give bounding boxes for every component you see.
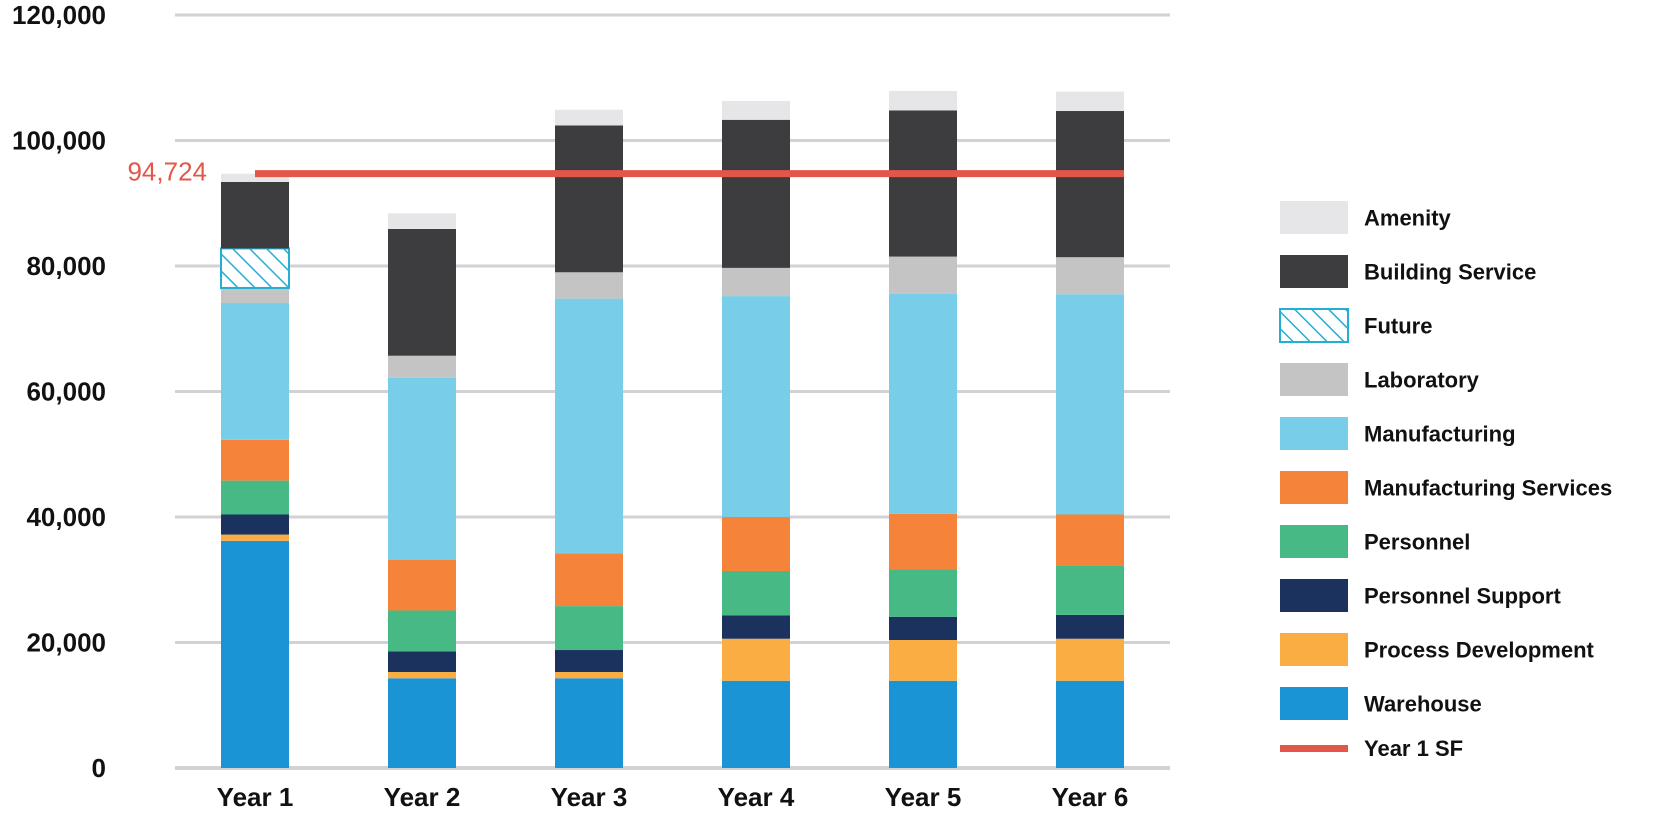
x-tick-label: Year 5: [885, 782, 962, 812]
bar-amenity-year-2: [388, 213, 456, 229]
bar-laboratory-year-3: [555, 272, 623, 299]
bar-manufacturing-services-year-4: [722, 517, 790, 571]
legend-label-future: Future: [1364, 314, 1432, 339]
bar-process-development-year-6: [1056, 638, 1124, 681]
bar-warehouse-year-1: [221, 540, 289, 768]
legend-swatch-process-development: [1280, 633, 1348, 666]
bar-manufacturing-services-year-1: [221, 439, 289, 481]
bar-personnel-year-5: [889, 569, 957, 617]
legend-label-warehouse: Warehouse: [1364, 692, 1482, 717]
bar-building-service-year-3: [555, 125, 623, 273]
legend-swatch-amenity: [1280, 201, 1348, 234]
gridlines: [175, 13, 1170, 770]
bar-personnel-year-1: [221, 480, 289, 515]
legend-label-personnel-support: Personnel Support: [1364, 584, 1561, 609]
bar-warehouse-year-2: [388, 678, 456, 768]
bar-warehouse-year-6: [1056, 680, 1124, 768]
legend-swatch-future: [1279, 308, 1349, 343]
legend-label-process-development: Process Development: [1364, 638, 1595, 663]
bar-manufacturing-services-year-2: [388, 559, 456, 611]
y-tick-label: 0: [92, 753, 106, 783]
bar-amenity-year-5: [889, 90, 957, 111]
bar-personnel-year-3: [555, 606, 623, 651]
legend-label-manufacturing-services: Manufacturing Services: [1364, 476, 1612, 501]
bar-process-development-year-4: [722, 638, 790, 681]
legend-label-laboratory: Laboratory: [1364, 368, 1480, 393]
bar-personnel-year-6: [1056, 565, 1124, 615]
bar-amenity-year-4: [722, 100, 790, 120]
legend-swatch-personnel-support: [1280, 579, 1348, 612]
y-tick-label: 60,000: [26, 377, 106, 407]
bar-laboratory-year-2: [388, 355, 456, 378]
y-tick-label: 120,000: [12, 0, 106, 30]
bar-amenity-year-3: [555, 109, 623, 126]
bars: [220, 90, 1124, 768]
x-tick-label: Year 4: [718, 782, 795, 812]
bar-laboratory-year-4: [722, 267, 790, 297]
bar-personnel-support-year-5: [889, 616, 957, 640]
bar-process-development-year-5: [889, 639, 957, 681]
bar-manufacturing-year-5: [889, 293, 957, 514]
bar-building-service-year-4: [722, 119, 790, 268]
y-tick-label: 20,000: [26, 628, 106, 658]
x-tick-label: Year 6: [1052, 782, 1129, 812]
legend-swatch-building-service: [1280, 255, 1348, 288]
bar-manufacturing-year-3: [555, 298, 623, 554]
x-tick-label: Year 2: [384, 782, 461, 812]
legend-swatch-personnel: [1280, 525, 1348, 558]
x-axis: Year 1 Year 2 Year 3 Year 4 Year 5 Year 6: [217, 782, 1129, 812]
bar-amenity-year-6: [1056, 91, 1124, 112]
legend-swatch-manufacturing: [1280, 417, 1348, 450]
bar-personnel-support-year-3: [555, 650, 623, 672]
bar-process-development-year-1: [221, 534, 289, 541]
bar-warehouse-year-3: [555, 678, 623, 768]
bar-manufacturing-services-year-3: [555, 553, 623, 607]
legend-label-manufacturing: Manufacturing: [1364, 422, 1516, 447]
bar-manufacturing-year-6: [1056, 294, 1124, 515]
bar-personnel-support-year-6: [1056, 614, 1124, 639]
y-tick-label: 80,000: [26, 251, 106, 281]
legend-label-building-service: Building Service: [1364, 260, 1536, 285]
bar-laboratory-year-1: [221, 287, 289, 304]
bar-building-service-year-2: [388, 228, 456, 356]
bar-manufacturing-year-4: [722, 296, 790, 517]
bar-process-development-year-3: [555, 671, 623, 679]
y-axis: 0 20,000 40,000 60,000 80,000 100,000 120,000: [12, 0, 106, 783]
bar-future-year-1: [220, 247, 290, 289]
legend-swatch-manufacturing-services: [1280, 471, 1348, 504]
bar-personnel-support-year-1: [221, 514, 289, 535]
bar-personnel-support-year-2: [388, 651, 456, 672]
bar-manufacturing-year-1: [221, 303, 289, 440]
legend-label-amenity: Amenity: [1364, 206, 1452, 231]
bar-building-service-year-1: [221, 181, 289, 249]
reference-line-label: 94,724: [127, 157, 207, 187]
bar-warehouse-year-4: [722, 680, 790, 768]
bar-building-service-year-6: [1056, 111, 1124, 258]
x-tick-label: Year 3: [551, 782, 628, 812]
x-tick-label: Year 1: [217, 782, 294, 812]
legend-swatch-warehouse: [1280, 687, 1348, 720]
bar-building-service-year-5: [889, 110, 957, 257]
bar-laboratory-year-5: [889, 256, 957, 294]
bar-personnel-support-year-4: [722, 615, 790, 639]
legend-swatch-laboratory: [1280, 363, 1348, 396]
bar-manufacturing-year-2: [388, 377, 456, 560]
y-tick-label: 40,000: [26, 502, 106, 532]
bar-laboratory-year-6: [1056, 257, 1124, 295]
bar-manufacturing-services-year-5: [889, 513, 957, 570]
legend-swatch-year-1-sf: [1280, 745, 1348, 752]
bar-personnel-year-4: [722, 570, 790, 616]
bar-process-development-year-2: [388, 671, 456, 679]
bar-warehouse-year-5: [889, 680, 957, 768]
legend: Amenity Building Service Future Laboratory M…: [1279, 201, 1612, 761]
bar-personnel-year-2: [388, 610, 456, 652]
legend-label-personnel: Personnel: [1364, 530, 1470, 555]
y-tick-label: 100,000: [12, 126, 106, 156]
legend-label-year-1-sf: Year 1 SF: [1364, 736, 1463, 761]
bar-amenity-year-1: [221, 173, 289, 182]
reference-line-group: 94,724: [127, 157, 1124, 187]
bar-manufacturing-services-year-6: [1056, 514, 1124, 566]
